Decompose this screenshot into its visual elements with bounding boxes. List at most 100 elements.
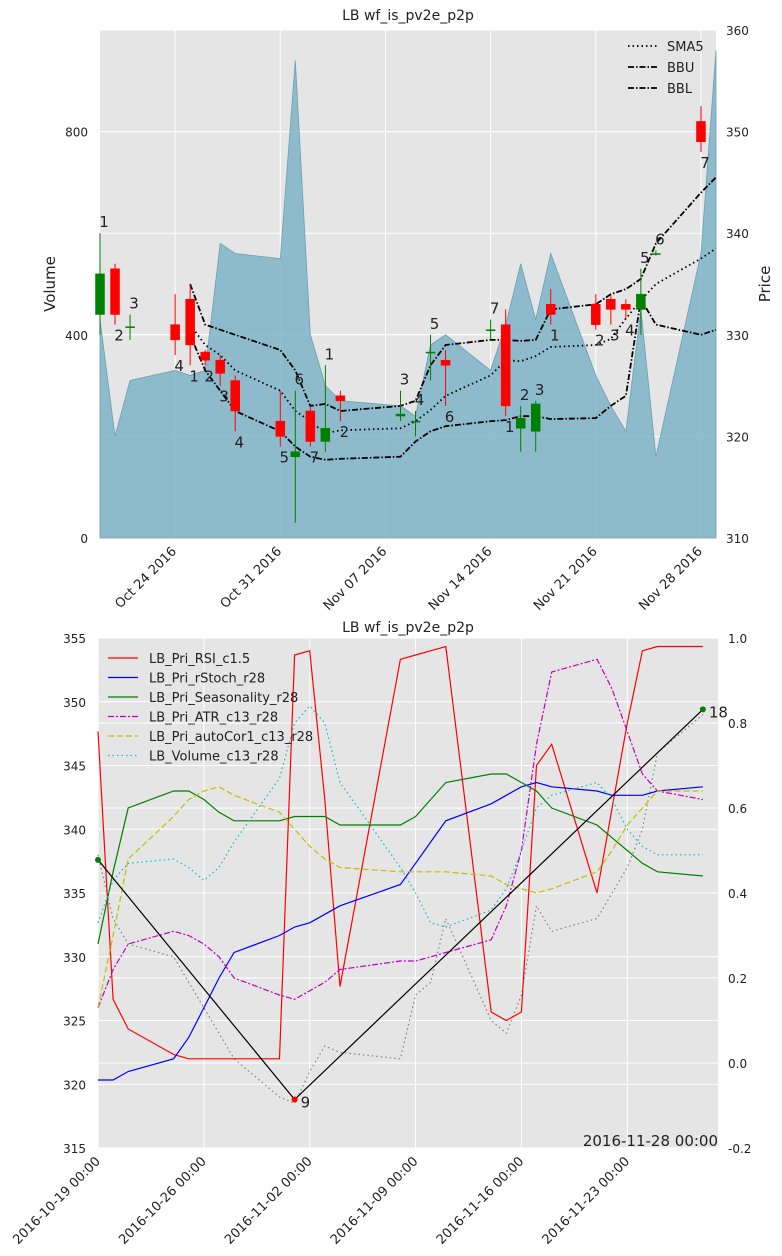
candle: 1 [185, 284, 199, 385]
candle-count-label: 7 [490, 300, 500, 318]
legend-label: LB_Pri_rStoch_r28 [149, 672, 265, 687]
candle-body [200, 351, 210, 361]
candle: 2 [200, 350, 214, 385]
legend-entry: LB_Pri_autoCor1_c13_r28 [108, 730, 313, 745]
candle-count-label: 1 [505, 418, 515, 436]
candle-count-label: 6 [295, 371, 305, 389]
date-tick-label: 2016-11-02 00:00 [222, 1154, 315, 1247]
candle: 5 [636, 249, 650, 335]
candle-body [545, 304, 556, 315]
candle-count-label: 5 [430, 315, 440, 333]
candle: 1 [320, 345, 334, 452]
candle: 4 [621, 299, 635, 340]
indicator-series: 9 18 [95, 645, 728, 1112]
left-tick-label: 350 [63, 696, 86, 710]
date-tick-label: 2016-11-16 00:00 [434, 1154, 527, 1247]
candle-count-label: 1 [99, 213, 109, 231]
legend-label: LB_Volume_c13_r28 [149, 750, 279, 765]
series-line [97, 705, 703, 928]
series-line [98, 781, 703, 1081]
candle: 3 [215, 355, 229, 406]
candle: 3 [395, 371, 409, 422]
candle-count-label: 2 [520, 386, 530, 404]
legend-entry: LB_Pri_rStoch_r28 [108, 672, 265, 687]
legend-label: SMA5 [667, 40, 704, 55]
candle-body [440, 359, 451, 366]
candle-count-label: 7 [700, 154, 710, 172]
series-line [97, 786, 703, 1008]
volume-tick-label: 0 [80, 532, 88, 546]
candle-count-label: 4 [174, 357, 184, 375]
candle-count-label: 5 [280, 449, 290, 467]
candle: 2 [515, 386, 530, 452]
candle-body [335, 395, 346, 402]
left-tick-label: 320 [63, 1078, 86, 1092]
candle-body [125, 326, 135, 328]
candle: 7 [696, 106, 710, 172]
candle: 6 [290, 371, 305, 523]
corner-date-label: 2016-11-28 00:00 [583, 1132, 718, 1150]
right-tick-label: 0.8 [728, 717, 747, 731]
candle-body [606, 298, 616, 310]
zigzag-label: 18 [709, 703, 728, 721]
price-tick-label: 360 [726, 24, 749, 38]
price-tick-label: 330 [726, 329, 749, 343]
bottom-chart: 9 18 315 320 325 330 335 340 345 350 355 -0.2 0.0 0.… [10, 620, 751, 1248]
candle-count-label: 5 [640, 249, 650, 267]
zigzag-marker [699, 706, 706, 713]
candle-body [651, 253, 661, 255]
candle-count-label: 4 [625, 322, 635, 340]
candle-body [110, 268, 120, 315]
candle-count-label: 2 [595, 332, 605, 350]
legend-label: LB_Pri_ATR_c13_r28 [149, 711, 278, 726]
right-tick-label: 0.4 [728, 887, 747, 901]
volume-area [99, 50, 717, 539]
candle-body [485, 329, 496, 331]
candle-count-label: 1 [550, 327, 560, 345]
right-tick-label: 0.6 [728, 802, 747, 816]
date-tick-label: 2016-10-19 00:00 [10, 1154, 103, 1247]
candle: 7 [305, 405, 319, 467]
date-tick-label: Nov 14 2016 [426, 544, 495, 613]
candle-body [95, 273, 105, 315]
legend-entry: LB_Volume_c13_r28 [108, 750, 279, 765]
legend-label: BBU [667, 61, 694, 76]
zigzag-point [95, 856, 101, 863]
candle-count-label: 4 [415, 391, 425, 409]
candle: 3 [125, 294, 139, 340]
left-tick-label: 345 [63, 760, 86, 774]
candle-body [305, 410, 316, 442]
legend-entry: LB_Pri_Seasonality_r28 [108, 691, 298, 706]
legend-label: BBL [667, 82, 693, 97]
legend-entry: SMA5 [628, 40, 704, 55]
legend-entry: LB_Pri_ATR_c13_r28 [108, 711, 278, 726]
candle-body [320, 428, 331, 442]
legend-label: LB_Pri_RSI_c1.5 [149, 652, 250, 667]
candle-body [591, 304, 601, 325]
zigzag-point: 18 [699, 703, 728, 721]
candle: 6 [651, 230, 665, 256]
candle-body [425, 351, 436, 354]
candle-body [530, 403, 541, 432]
candle-count-label: 3 [129, 294, 139, 312]
candle-count-label: 6 [655, 230, 665, 248]
left-tick-label: 355 [63, 632, 86, 646]
top-legend: SMA5 BBU BBL [628, 40, 704, 97]
candle-body [185, 298, 195, 346]
series-line [97, 645, 703, 1060]
candle: 2 [591, 294, 605, 350]
candle: 3 [530, 381, 544, 452]
candle-body [215, 359, 225, 374]
volume-tick-label: 800 [65, 126, 88, 140]
candle: 2 [335, 390, 349, 441]
top-volume-axis-label: Volume [41, 256, 59, 312]
candle-body [290, 451, 301, 457]
candle-body [621, 304, 631, 310]
candle-body [696, 121, 706, 143]
right-tick-label: 1.0 [728, 632, 747, 646]
zigzag-label: 9 [301, 1094, 311, 1112]
volume-area-fill [99, 50, 717, 539]
date-tick-label: Nov 07 2016 [321, 544, 390, 613]
date-tick-label: Oct 31 2016 [218, 544, 285, 611]
date-tick-label: 2016-11-23 00:00 [540, 1154, 633, 1247]
